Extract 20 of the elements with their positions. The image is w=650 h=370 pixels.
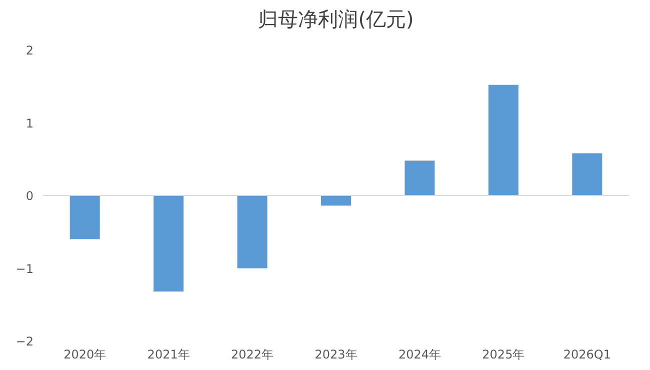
x-tick-label: 2020年 [64, 348, 106, 362]
x-tick-label: 2023年 [314, 348, 358, 362]
y-tick-label: 0 [26, 189, 34, 203]
y-tick-label: 1 [26, 116, 34, 130]
bar [488, 84, 518, 196]
bar [70, 196, 100, 240]
bar [237, 196, 268, 268]
bar [154, 196, 184, 292]
y-tick-label: −1 [16, 262, 34, 276]
x-tick-label: 2022年 [231, 348, 274, 362]
bar [404, 160, 435, 196]
x-tick-label: 2026Q1 [563, 348, 611, 362]
x-tick-label: 2025年 [482, 348, 525, 362]
bar [321, 196, 351, 206]
y-tick-label: −2 [16, 334, 34, 348]
chart-title: 归母净利润(亿元) [258, 7, 414, 31]
bar [572, 153, 602, 196]
x-tick-label: 2024年 [398, 348, 441, 362]
y-tick-label: 2 [26, 44, 34, 58]
x-tick-label: 2021年 [147, 348, 190, 362]
